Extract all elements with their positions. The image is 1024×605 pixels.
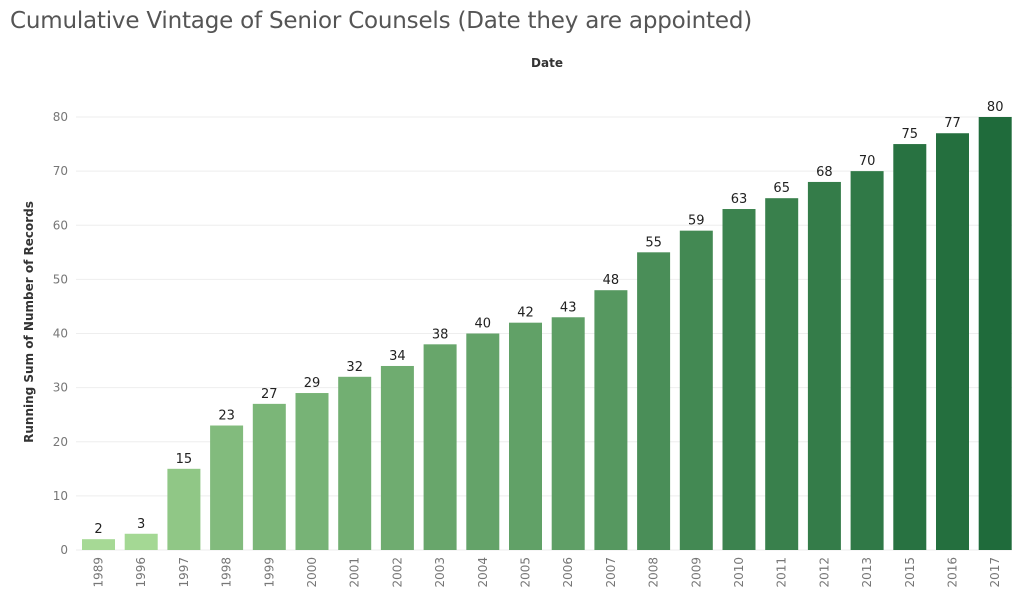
data-label-2015: 75 <box>902 127 919 142</box>
bar-2001[interactable] <box>338 376 372 550</box>
x-tick-label-2011: 2011 <box>775 557 789 588</box>
x-tick-label-2002: 2002 <box>390 557 404 588</box>
bar-1996[interactable] <box>124 533 158 550</box>
data-label-2013: 70 <box>859 154 876 169</box>
bar-2015[interactable] <box>893 144 927 550</box>
x-tick-label-2009: 2009 <box>689 557 703 588</box>
y-tick-label: 40 <box>53 327 68 341</box>
y-tick-label: 80 <box>53 110 68 124</box>
data-label-2008: 55 <box>645 235 662 250</box>
bar-2017[interactable] <box>978 117 1012 550</box>
data-label-2016: 77 <box>944 116 961 131</box>
bar-2005[interactable] <box>509 322 542 550</box>
x-tick-label-2001: 2001 <box>348 557 362 588</box>
bar-1997[interactable] <box>167 468 201 550</box>
x-tick-label-2006: 2006 <box>561 557 575 588</box>
data-label-2000: 29 <box>304 376 321 391</box>
bar-1998[interactable] <box>210 425 244 550</box>
data-label-1998: 23 <box>218 409 235 424</box>
bar-2004[interactable] <box>466 333 500 551</box>
data-label-2009: 59 <box>688 214 705 229</box>
data-label-1999: 27 <box>261 387 278 402</box>
x-tick-label-1997: 1997 <box>177 557 191 588</box>
bar-2003[interactable] <box>423 344 457 550</box>
x-tick-label-2003: 2003 <box>433 557 447 588</box>
y-tick-label: 30 <box>53 381 68 395</box>
data-label-2012: 68 <box>816 165 833 180</box>
x-tick-label-2017: 2017 <box>988 557 1002 588</box>
y-tick-label: 20 <box>53 435 68 449</box>
bar-1999[interactable] <box>252 403 286 550</box>
bar-2013[interactable] <box>850 171 884 550</box>
chart-title: Cumulative Vintage of Senior Counsels (D… <box>10 8 752 34</box>
y-tick-label: 50 <box>53 272 68 286</box>
data-label-1989: 2 <box>94 522 102 537</box>
y-tick-label: 0 <box>60 543 68 557</box>
data-label-2002: 34 <box>389 349 406 364</box>
y-tick-label: 60 <box>53 218 68 232</box>
y-tick-label: 10 <box>53 489 68 503</box>
data-label-2004: 40 <box>475 317 492 332</box>
data-label-2010: 63 <box>731 192 748 207</box>
x-tick-label-2013: 2013 <box>860 557 874 588</box>
bar-2000[interactable] <box>295 393 329 550</box>
x-tick-label-2000: 2000 <box>305 557 319 588</box>
bars <box>82 117 1012 551</box>
data-label-1996: 3 <box>137 517 145 532</box>
bar-2007[interactable] <box>594 290 628 550</box>
bar-2011[interactable] <box>765 198 799 550</box>
x-axis-title: Date <box>531 56 563 70</box>
x-tick-label-2005: 2005 <box>519 557 533 588</box>
y-axis-title: Running Sum of Number of Records <box>22 201 36 443</box>
bar-2016[interactable] <box>936 133 969 551</box>
bar-2006[interactable] <box>551 317 585 550</box>
y-axis-ticks: 0 10 20 30 40 50 60 70 80 <box>53 110 68 557</box>
x-tick-label-2007: 2007 <box>604 557 618 588</box>
data-label-1997: 15 <box>176 452 193 467</box>
bar-1989[interactable] <box>82 539 115 550</box>
bar-2010[interactable] <box>722 209 756 550</box>
bar-2008[interactable] <box>637 252 671 550</box>
x-tick-label-1996: 1996 <box>134 557 148 588</box>
x-tick-label-2010: 2010 <box>732 557 746 588</box>
data-label-2006: 43 <box>560 300 577 315</box>
data-label-2017: 80 <box>987 100 1004 115</box>
y-tick-label: 70 <box>53 164 68 178</box>
data-label-2003: 38 <box>432 327 449 342</box>
bar-2002[interactable] <box>380 365 414 550</box>
bar-2012[interactable] <box>807 181 841 550</box>
bar-2009[interactable] <box>679 230 713 550</box>
x-tick-label-1999: 1999 <box>262 557 276 588</box>
x-tick-label-2015: 2015 <box>903 557 917 588</box>
x-tick-label-2016: 2016 <box>946 557 960 588</box>
x-tick-label-2012: 2012 <box>817 557 831 588</box>
data-label-2001: 32 <box>346 360 363 375</box>
data-label-2011: 65 <box>773 181 790 196</box>
data-label-2007: 48 <box>603 273 620 288</box>
x-axis-ticks: 1989 1996 1997 1998 1999 2000 2001 2002 2003 2004… <box>92 557 1003 588</box>
x-tick-label-2004: 2004 <box>476 557 490 588</box>
data-label-2005: 42 <box>517 306 534 321</box>
x-tick-label-1989: 1989 <box>92 557 106 588</box>
x-tick-label-2008: 2008 <box>647 557 661 588</box>
x-tick-label-1998: 1998 <box>220 557 234 588</box>
